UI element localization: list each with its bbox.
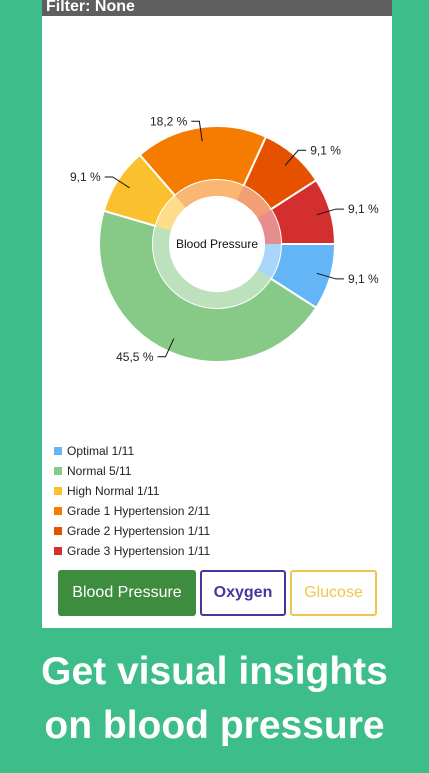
slice-inner-ring — [153, 225, 271, 308]
legend-item: High Normal 1/11 — [54, 481, 384, 501]
legend-swatch — [54, 547, 62, 555]
legend-item: Grade 3 Hypertension 1/11 — [54, 541, 384, 561]
legend-label: Normal 5/11 — [67, 464, 132, 478]
slice-normal[interactable] — [98, 209, 318, 363]
leader-line — [316, 272, 344, 280]
leader-line — [157, 338, 175, 358]
slice-inner-ring — [175, 180, 244, 208]
chart-center-title: Blood Pressure — [176, 237, 258, 251]
slice-value-label: 9,1 % — [70, 170, 101, 184]
legend-label: Grade 1 Hypertension 2/11 — [67, 504, 211, 518]
legend-item: Normal 5/11 — [54, 461, 384, 481]
legend-label: Grade 2 Hypertension 1/11 — [67, 524, 211, 538]
caption-line-1: Get visual insights — [41, 650, 388, 693]
slice-value-label: 18,2 % — [150, 114, 188, 128]
slice-value-label: 45,5 % — [116, 350, 154, 364]
filter-bar[interactable]: Filter: None — [42, 0, 392, 16]
legend-item: Optimal 1/11 — [54, 441, 384, 461]
blood-pressure-button[interactable]: Blood Pressure — [58, 570, 196, 616]
legend-label: Grade 3 Hypertension 1/11 — [67, 544, 211, 558]
legend-item: Grade 1 Hypertension 2/11 — [54, 501, 384, 521]
slice-value-label: 9,1 % — [348, 202, 379, 216]
leader-line — [191, 120, 203, 142]
chart-legend: Optimal 1/11 Normal 5/11 High Normal 1/1… — [54, 441, 384, 561]
leader-line — [316, 208, 344, 216]
legend-swatch — [54, 507, 62, 515]
legend-swatch — [54, 487, 62, 495]
legend-label: Optimal 1/11 — [67, 444, 135, 458]
donut-hole — [169, 196, 265, 292]
glucose-button[interactable]: Glucose — [290, 570, 377, 616]
slice-inner-ring — [257, 209, 281, 244]
legend-item: Grade 2 Hypertension 1/11 — [54, 521, 384, 541]
legend-label: High Normal 1/11 — [67, 484, 160, 498]
app-screen: Filter: None 9,1 % 45,5 % 9,1 % 18,2 % 9,1 %… — [42, 0, 392, 628]
slice-inner-ring — [257, 244, 281, 279]
donut-chart[interactable]: 9,1 % 45,5 % 9,1 % 18,2 % 9,1 % 9,1 % Blood Pr… — [42, 0, 392, 430]
slice-value-label: 9,1 % — [348, 272, 379, 286]
slice-inner-ring — [155, 195, 186, 231]
caption-line-2: on blood pressure — [44, 704, 385, 747]
oxygen-button[interactable]: Oxygen — [200, 570, 286, 616]
legend-swatch — [54, 467, 62, 475]
leader-line — [104, 176, 130, 189]
leader-line — [284, 149, 307, 166]
legend-swatch — [54, 527, 62, 535]
slice-inner-ring — [236, 185, 271, 219]
slice-value-label: 9,1 % — [310, 143, 341, 157]
legend-swatch — [54, 447, 62, 455]
